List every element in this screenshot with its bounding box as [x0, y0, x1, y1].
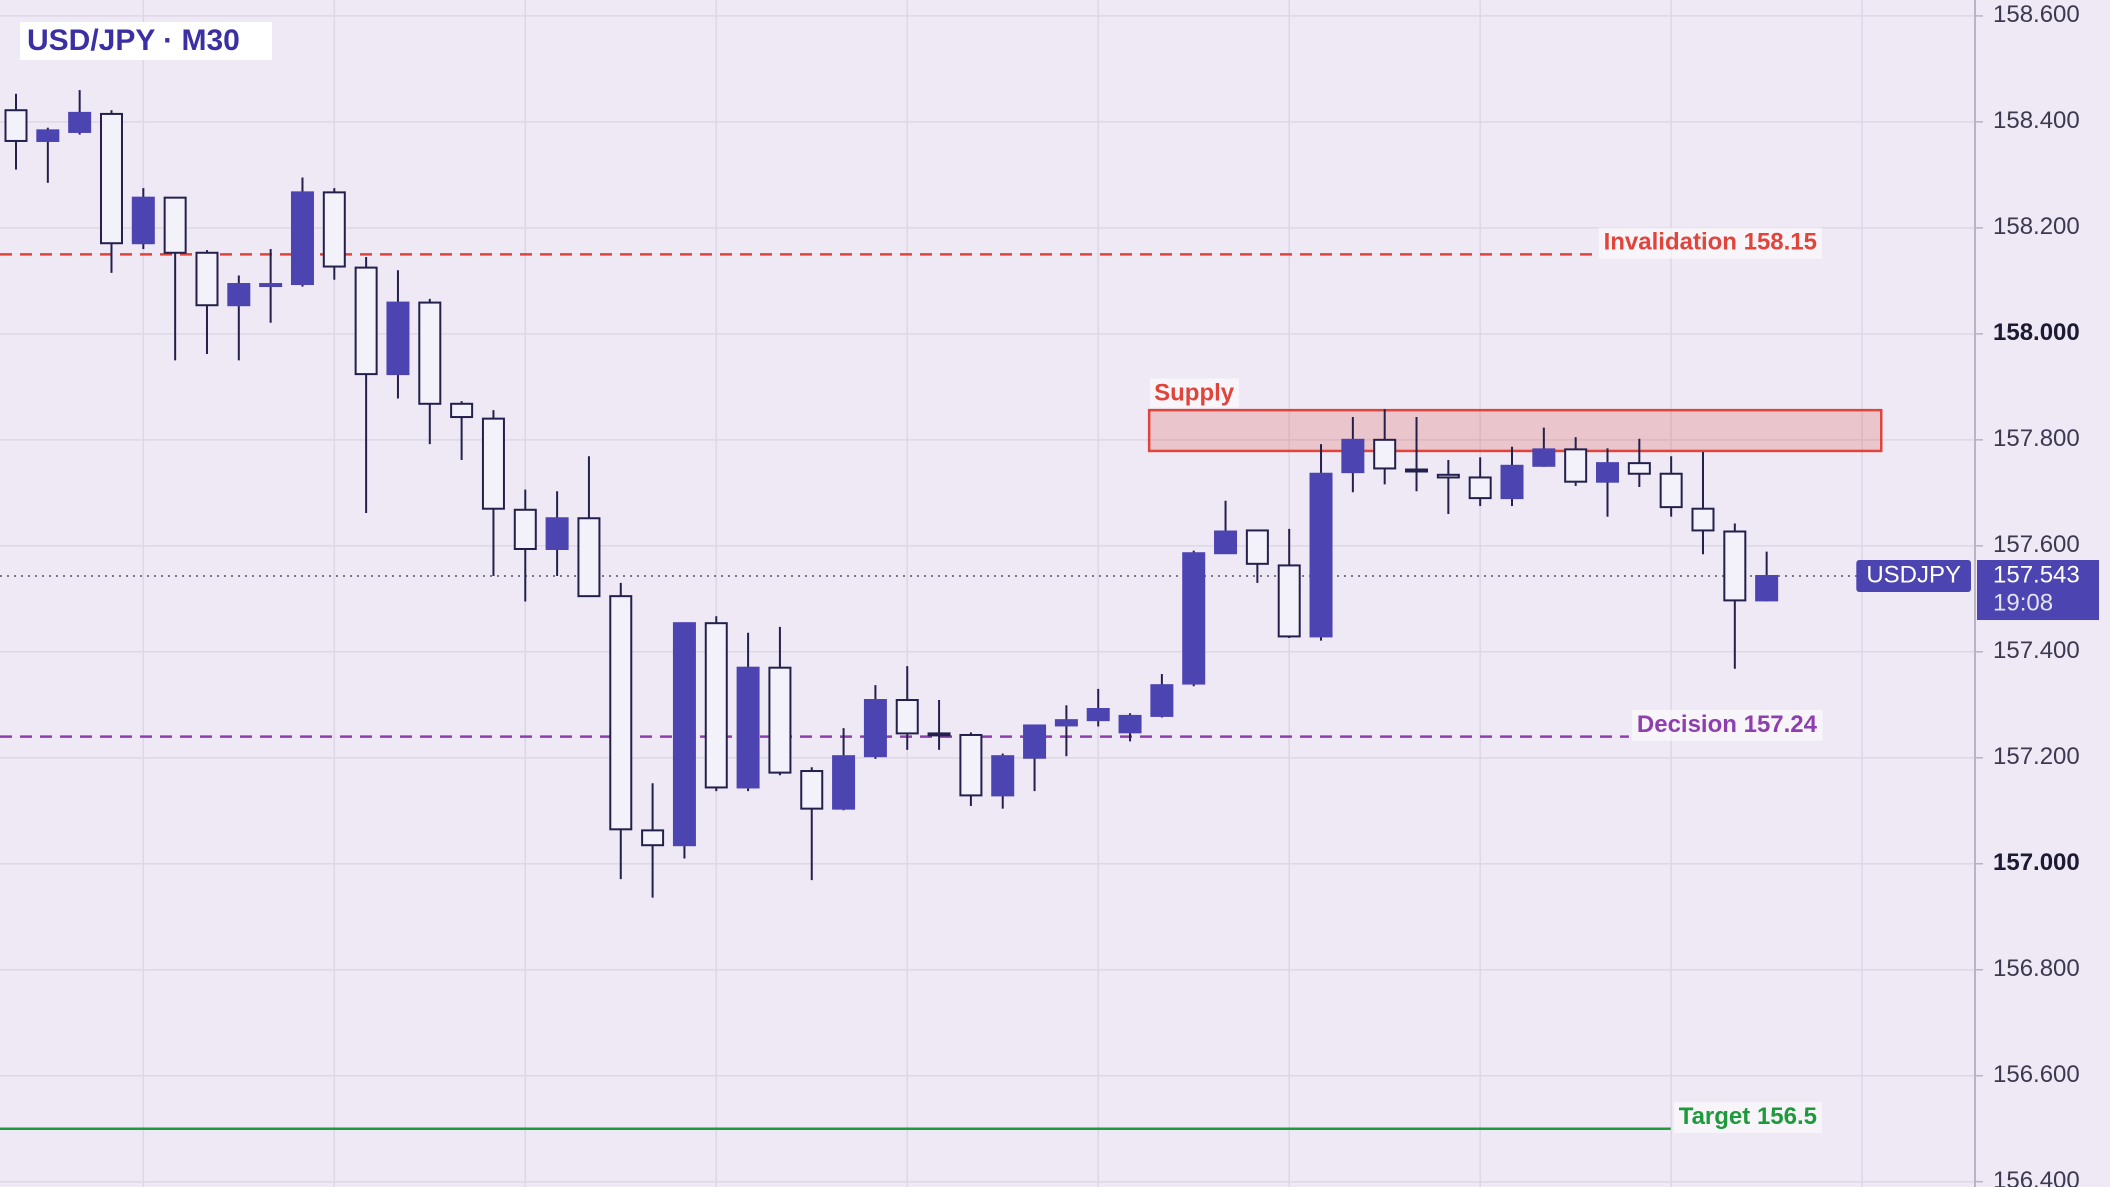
candle-body: [481, 417, 505, 510]
candle-body: [1691, 507, 1715, 532]
y-tick-label: 157.400: [1993, 637, 2080, 664]
candle-body: [1341, 438, 1365, 474]
candle-body: [1277, 564, 1301, 638]
y-tick-label: 156.400: [1993, 1167, 2080, 1187]
candle-body: [1627, 462, 1651, 475]
price-tag-bg: [1977, 560, 2099, 621]
candle-body: [450, 402, 474, 419]
candle-body: [1468, 476, 1492, 500]
candle-body: [1436, 473, 1460, 479]
candle-body: [927, 732, 951, 737]
candle-body: [1023, 724, 1047, 759]
candle-body: [1405, 468, 1429, 473]
y-tick-label: 158.600: [1993, 1, 2080, 28]
candle-body: [545, 517, 569, 550]
candle-body: [131, 196, 155, 245]
level-label: Target 156.5: [1679, 1103, 1817, 1130]
candle-body: [577, 517, 601, 598]
y-tick-label: 156.800: [1993, 955, 2080, 982]
y-tick-label: 157.000: [1993, 849, 2080, 876]
y-tick-label: 158.000: [1993, 319, 2080, 346]
candle-body: [1532, 448, 1556, 467]
candle-body: [1086, 708, 1110, 722]
candle-body: [4, 109, 28, 142]
candle-body: [768, 666, 792, 774]
candle-body: [1596, 462, 1619, 483]
candle-body: [227, 283, 251, 307]
candle-body: [36, 129, 60, 142]
chart-title: USD/JPY · M30: [27, 24, 240, 57]
price-symbol: USDJPY: [1866, 561, 1961, 588]
price-symbol-bg: [1856, 560, 1971, 593]
y-axis: 156.400 156.600 156.800 157.000 157.200 157.4…: [1975, 1, 2099, 1187]
candle-body: [991, 755, 1015, 797]
candle-body: [1150, 684, 1174, 717]
candle-body: [386, 301, 410, 376]
candle-body: [195, 251, 219, 307]
candle-body: [895, 699, 919, 735]
zone-label: Supply: [1154, 379, 1235, 406]
price-value: 157.543: [1993, 561, 2080, 588]
y-tick-label: 158.400: [1993, 107, 2080, 134]
candle-body: [863, 699, 887, 758]
grid: [0, 0, 1975, 1187]
labels: Supply Invalidation 158.15 Decision 157.24…: [1150, 227, 1971, 1134]
candle-body: [1659, 472, 1683, 509]
level-label-bg: [1598, 227, 1822, 259]
candles: [4, 90, 1779, 898]
title-box: [20, 22, 272, 60]
candle-body: [68, 111, 92, 133]
candle-body: [99, 112, 123, 245]
candle-body: [1723, 530, 1747, 602]
candle-body: [1182, 552, 1206, 685]
candle-body: [418, 301, 442, 405]
candle-body: [704, 622, 728, 789]
candle-body: [354, 266, 378, 376]
candle-body: [1118, 714, 1142, 734]
candle-body: [513, 508, 537, 550]
overlays: [0, 253, 1975, 1130]
candle-body: [736, 666, 760, 789]
supply-zone: [1147, 408, 1883, 453]
candle-body: [672, 622, 696, 847]
level-label-bg: [1631, 709, 1823, 741]
y-tick-label: 157.600: [1993, 531, 2080, 558]
candle-body: [163, 196, 187, 254]
y-tick-label: 157.800: [1993, 425, 2080, 452]
level-label: Invalidation 158.15: [1604, 229, 1817, 256]
y-tick-label: 156.600: [1993, 1061, 2080, 1088]
candle-body: [1214, 530, 1238, 555]
candle-body: [800, 770, 824, 810]
zone-label-bg: [1150, 378, 1239, 408]
candle-body: [641, 829, 665, 847]
candle-body: [259, 283, 283, 288]
candle-body: [1500, 464, 1524, 500]
candle-body: [290, 191, 314, 286]
candle-body: [832, 755, 856, 810]
level-label: Decision 157.24: [1637, 711, 1818, 738]
y-tick-label: 157.200: [1993, 743, 2080, 770]
candle-body: [322, 191, 346, 268]
level-label-bg: [1673, 1102, 1822, 1134]
candle-body: [1755, 575, 1779, 602]
price-countdown: 19:08: [1993, 589, 2053, 616]
candle-body: [1564, 448, 1588, 483]
candle-body: [1245, 529, 1269, 565]
candle-body: [959, 733, 983, 797]
candle-body: [609, 595, 633, 831]
candle-body: [1309, 472, 1333, 638]
y-tick-label: 158.200: [1993, 213, 2080, 240]
candle-body: [1373, 438, 1397, 470]
candle-body: [1054, 719, 1078, 727]
